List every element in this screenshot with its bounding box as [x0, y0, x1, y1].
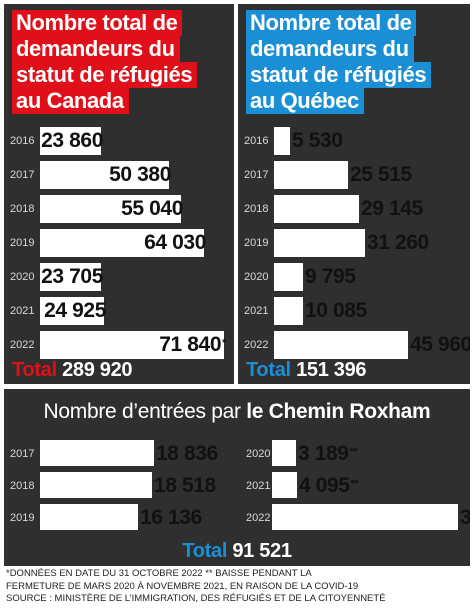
year-label: 2020: [10, 271, 35, 283]
canada-chart-title: Nombre total de demandeurs du statut de …: [12, 10, 198, 114]
roxham-total-label: Total: [182, 540, 228, 562]
quebec-chart-panel: Nombre total de demandeurs du statut de …: [238, 4, 470, 384]
footnote: *DONNÉES EN DATE DU 31 OCTOBRE 2022 ** B…: [6, 568, 468, 606]
footnote-line: SOURCE : MINISTÈRE DE L’IMMIGRATION, DES…: [6, 593, 386, 604]
bar-value-label: 10 085: [305, 299, 367, 322]
quebec-title-line: demandeurs du: [246, 36, 414, 62]
roxham-total: Total 91 521: [4, 539, 470, 563]
bar: [40, 297, 104, 325]
bar-value-label: 18 836: [156, 442, 218, 465]
bar: [272, 504, 458, 530]
quebec-total-label: Total: [246, 359, 291, 381]
year-label: 2019: [244, 237, 269, 249]
quebec-title-line: statut de réfugiés: [246, 62, 432, 88]
bar: [274, 263, 303, 291]
bar-value-label: 45 960*: [410, 333, 470, 356]
quebec-title-line: au Québec: [246, 88, 364, 114]
year-label: 2018: [10, 480, 35, 492]
canada-chart-panel: Nombre total de demandeurs du statut de …: [4, 4, 234, 384]
bar: [272, 472, 297, 498]
roxham-total-value: 91 521: [232, 540, 292, 562]
quebec-total: Total 151 396: [246, 358, 367, 382]
year-label: 2016: [10, 135, 35, 147]
canada-title-line: au Canada: [12, 88, 129, 114]
bar-value-label: 16 136: [140, 506, 202, 529]
year-label: 2021: [10, 305, 35, 317]
bar: [40, 263, 101, 291]
year-label: 2020: [246, 448, 271, 460]
year-label: 2019: [10, 512, 35, 524]
bar: [40, 127, 101, 155]
canada-title-line: demandeurs du: [12, 36, 180, 62]
bar-value-label: 9 795: [305, 265, 356, 288]
canada-title-line: statut de réfugiés: [12, 62, 198, 88]
year-label: 2016: [244, 135, 269, 147]
year-label: 2021: [246, 480, 271, 492]
bar-value-label: 64 030: [144, 231, 206, 254]
year-label: 2020: [244, 271, 269, 283]
year-label: 2019: [10, 237, 35, 249]
bar-value-label: 55 040: [121, 197, 183, 220]
bar: [274, 161, 348, 189]
bar: [274, 127, 290, 155]
roxham-title-bold: le Chemin Roxham: [246, 400, 431, 423]
quebec-chart-title: Nombre total de demandeurs du statut de …: [246, 10, 432, 114]
year-label: 2018: [10, 203, 35, 215]
bar-value-label: 5 530: [292, 129, 343, 152]
bar: [274, 331, 408, 359]
bar-value-label: 29 145: [361, 197, 423, 220]
bar-value-label: 50 380: [109, 163, 171, 186]
bar: [40, 195, 181, 223]
bar: [40, 229, 204, 257]
year-label: 2022: [10, 339, 35, 351]
roxham-chart-title: Nombre d’entrées par le Chemin Roxham: [4, 399, 470, 425]
bar: [40, 161, 169, 189]
canada-total-label: Total: [12, 359, 57, 381]
roxham-title-regular: Nombre d’entrées par: [43, 400, 247, 423]
footnote-marker: **: [349, 446, 358, 458]
bar-value-label: 23 705: [41, 265, 103, 288]
bar-value-label: 3 189**: [298, 442, 358, 465]
bar-value-label: 18 518: [154, 474, 216, 497]
bar: [274, 195, 359, 223]
bar-value-label: 25 515: [350, 163, 412, 186]
year-label: 2022: [246, 512, 271, 524]
roxham-chart-panel: Nombre d’entrées par le Chemin Roxham 20…: [4, 389, 470, 566]
footnote-marker: *: [222, 337, 226, 349]
year-label: 2017: [10, 169, 35, 181]
quebec-title-line: Nombre total de: [246, 10, 417, 36]
canada-total: Total 289 920: [12, 358, 133, 382]
bar-value-label: 23 860: [41, 129, 103, 152]
canada-total-value: 289 920: [62, 359, 133, 381]
footnote-line: *DONNÉES EN DATE DU 31 OCTOBRE 2022 ** B…: [6, 568, 312, 579]
year-label: 2022: [244, 339, 269, 351]
year-label: 2018: [244, 203, 269, 215]
bar: [40, 472, 152, 498]
bar-value-label: 30 747*: [460, 506, 470, 529]
quebec-total-value: 151 396: [296, 359, 367, 381]
bar: [40, 331, 224, 359]
bar: [40, 504, 138, 530]
bar: [272, 440, 296, 466]
bar: [274, 229, 365, 257]
footnote-line: FERMETURE DE MARS 2020 À NOVEMBRE 2021, …: [6, 580, 359, 592]
bar-value-label: 71 840*: [159, 333, 226, 356]
year-label: 2017: [10, 448, 35, 460]
year-label: 2017: [244, 169, 269, 181]
bar-value-label: 31 260: [367, 231, 429, 254]
canada-title-line: Nombre total de: [12, 10, 183, 36]
footnote-marker: **: [350, 478, 359, 490]
bar: [274, 297, 303, 325]
bar-value-label: 24 925: [44, 299, 106, 322]
year-label: 2021: [244, 305, 269, 317]
bar-value-label: 4 095**: [299, 474, 359, 497]
bar: [40, 440, 154, 466]
